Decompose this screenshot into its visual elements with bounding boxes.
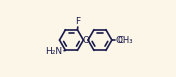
Text: CH₃: CH₃ [117,36,133,45]
Text: F: F [75,17,80,26]
Text: H₂N: H₂N [45,47,62,56]
Text: O: O [82,36,89,45]
Text: O: O [115,36,122,45]
